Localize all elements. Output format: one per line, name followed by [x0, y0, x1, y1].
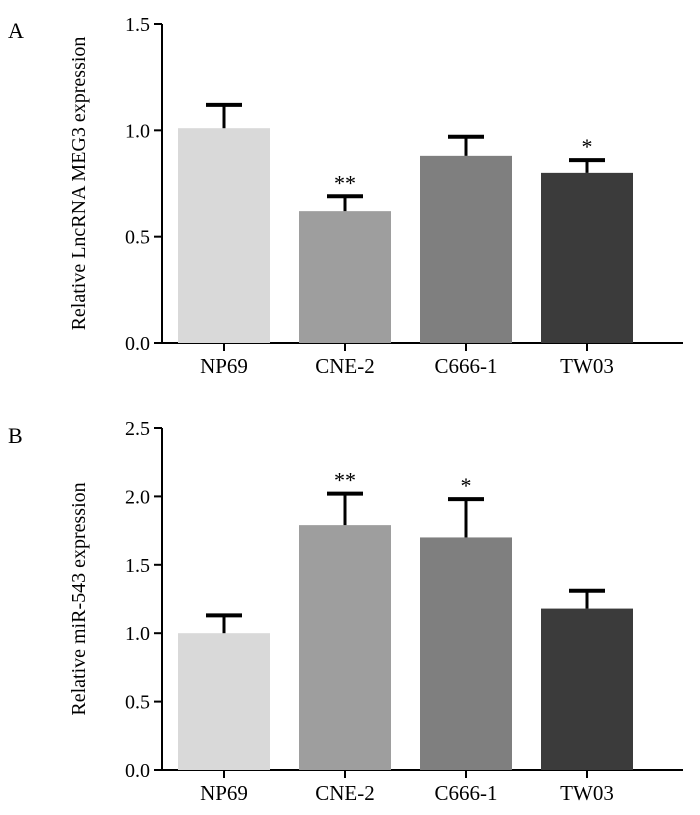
x-tick-label: CNE-2	[315, 781, 375, 805]
x-tick-label: C666-1	[435, 781, 498, 805]
x-tick-label: C666-1	[435, 354, 498, 378]
significance-marker: **	[334, 468, 356, 493]
y-tick-label: 2.0	[125, 486, 150, 508]
panel-b-label: B	[8, 423, 23, 448]
significance-marker: *	[461, 473, 472, 498]
bar	[541, 172, 633, 343]
panel-a-chart: A 0.0 0.5 1.0 1.5 Relative LncRNA MEG3 expre…	[8, 14, 683, 378]
bar	[299, 525, 391, 770]
y-tick-label: 0.0	[125, 760, 150, 782]
y-tick-label: 2.5	[125, 418, 150, 440]
panel-a-label: A	[8, 18, 24, 43]
y-tick-label: 1.0	[125, 120, 150, 142]
bar	[420, 155, 512, 343]
x-tick-label: CNE-2	[315, 354, 375, 378]
bar	[541, 608, 633, 770]
bar	[299, 211, 391, 343]
x-tick-label: NP69	[200, 781, 248, 805]
panel-b-chart: B 0.0 0.5 1.0 1.5 2.0 2.5 Relative miR-543 exp…	[8, 418, 683, 805]
y-axis-title: Relative LncRNA MEG3 expression	[68, 37, 90, 331]
bar	[178, 633, 270, 770]
significance-marker: **	[334, 170, 356, 195]
y-tick-label: 1.0	[125, 623, 150, 645]
x-tick-label: TW03	[560, 781, 614, 805]
significance-marker: *	[582, 134, 593, 159]
x-tick-label: NP69	[200, 354, 248, 378]
y-tick-label: 0.0	[125, 333, 150, 355]
y-tick-label: 1.5	[125, 14, 150, 36]
y-axis-title: Relative miR-543 expression	[68, 482, 90, 715]
bar	[420, 537, 512, 770]
y-tick-label: 0.5	[125, 227, 150, 249]
y-tick-label: 1.5	[125, 555, 150, 577]
x-tick-label: TW03	[560, 354, 614, 378]
y-tick-label: 0.5	[125, 692, 150, 714]
bar	[178, 128, 270, 343]
